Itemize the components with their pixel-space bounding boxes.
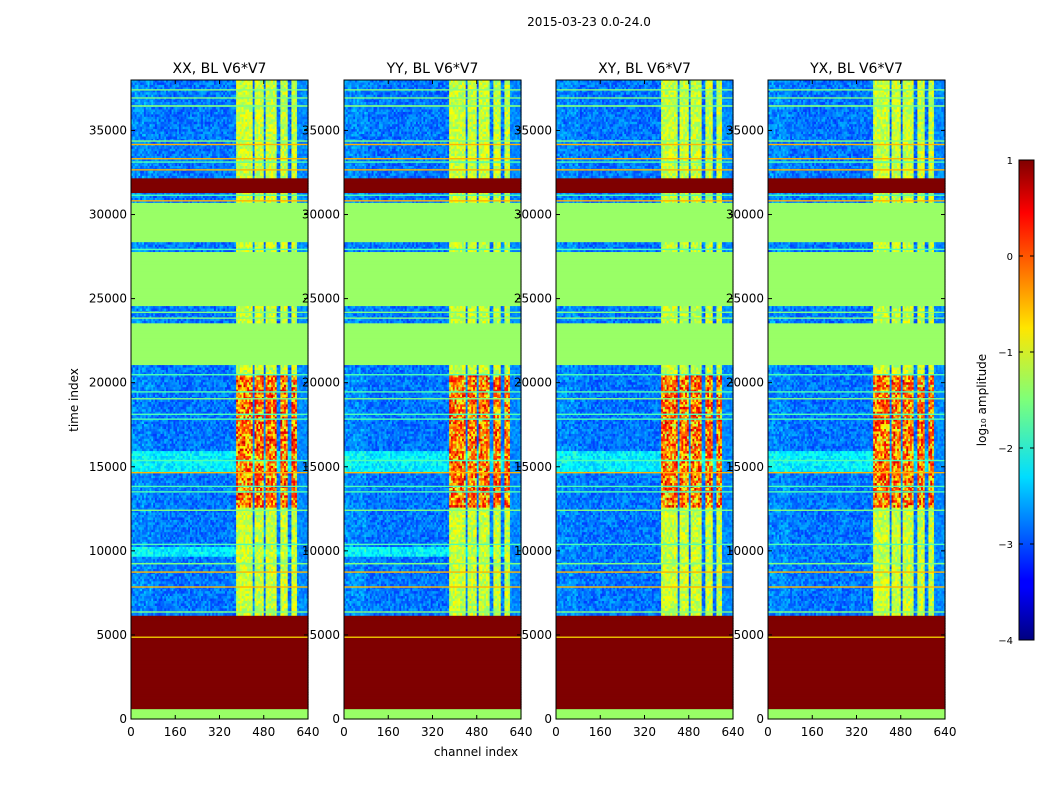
figure-suptitle: 2015-03-23 0.0-24.0 (527, 15, 651, 29)
panel-title: XX, BL V6*V7 (173, 61, 267, 77)
panel-image (131, 80, 309, 720)
spectrogram-figure: 2015-03-23 0.0-24.0 XX, BL V6*V70 160 320 4… (0, 0, 1050, 800)
panel-0: XX, BL V6*V70 160 320 480 640050001000015000… (89, 61, 320, 739)
panels-group: XX, BL V6*V70 160 320 480 640050001000015000… (89, 61, 957, 739)
